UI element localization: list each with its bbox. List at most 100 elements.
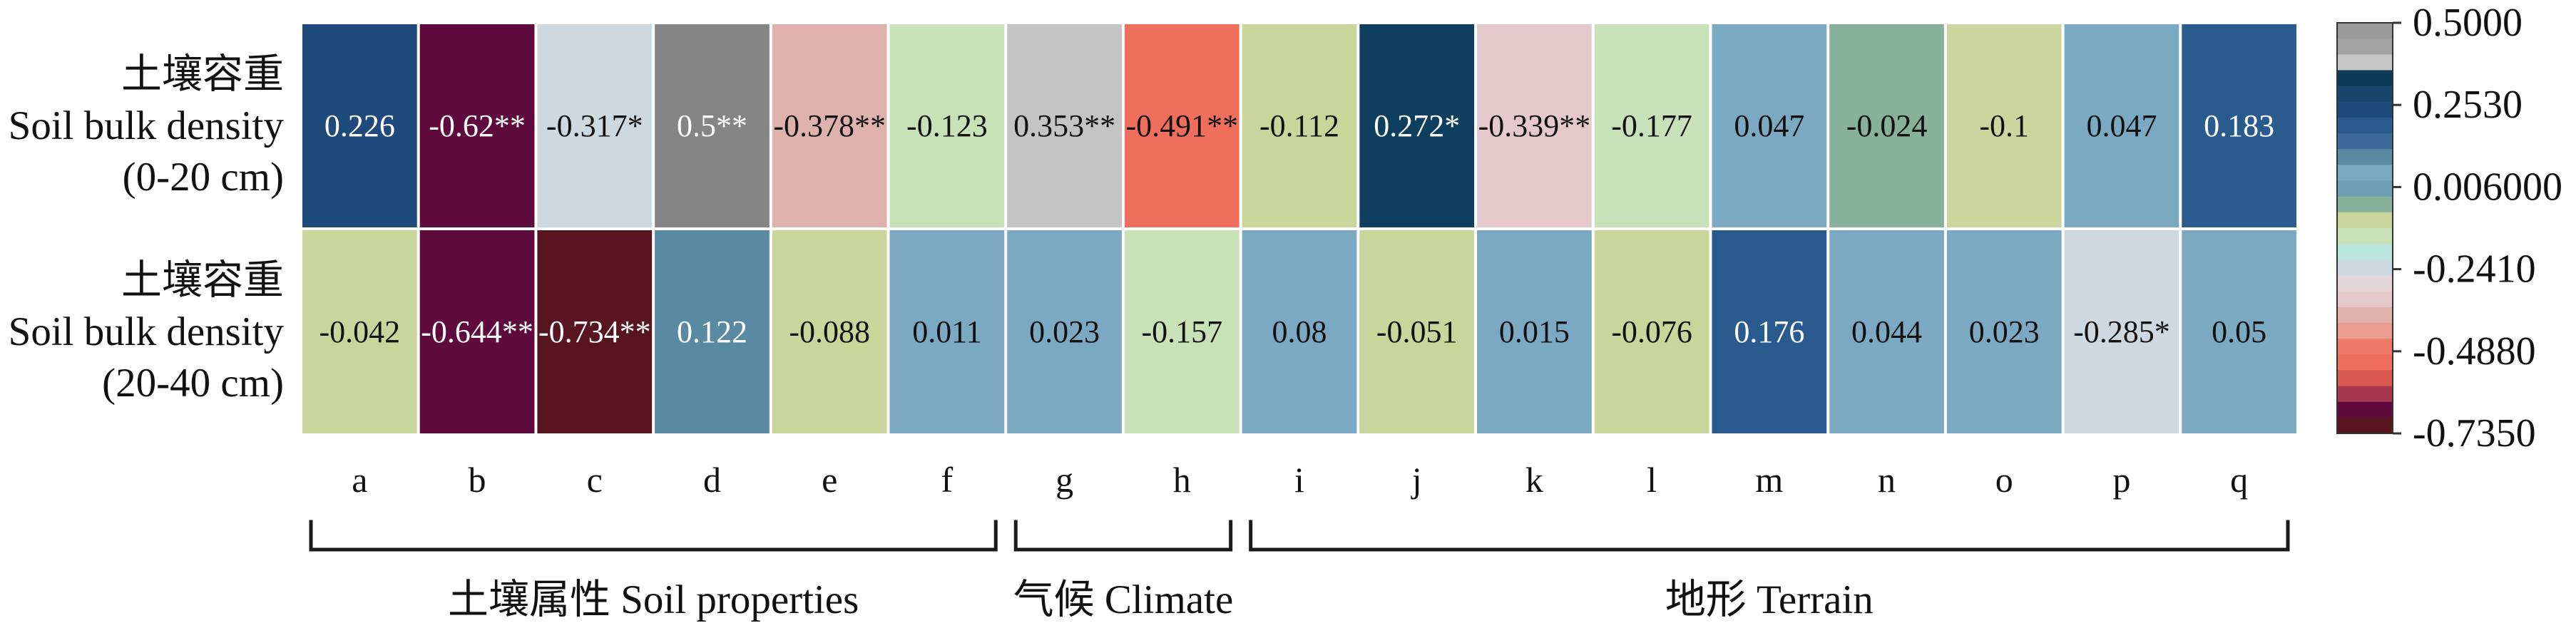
cell-value-label: -0.734** xyxy=(538,314,651,349)
cell-value-label: 0.226 xyxy=(324,108,395,143)
colorbar-band xyxy=(2337,212,2393,229)
column-label: j xyxy=(1411,460,1422,500)
colorbar-band xyxy=(2337,275,2393,292)
heatmap-cell xyxy=(1359,230,1475,433)
heatmap-cell xyxy=(772,24,887,227)
colorbar-band xyxy=(2337,117,2393,134)
heatmap-cell xyxy=(1712,24,1827,227)
colorbar-band xyxy=(2337,322,2393,339)
heatmap-cell xyxy=(1007,230,1122,433)
heatmap-cell xyxy=(889,24,1005,227)
cell-value-label: -0.339** xyxy=(1478,108,1591,143)
heatmap-cell xyxy=(302,230,417,433)
cell-value-label: -0.024 xyxy=(1846,108,1928,143)
column-label: b xyxy=(469,460,486,500)
cell-value-label: 0.047 xyxy=(2086,108,2157,143)
cell-value-label: -0.112 xyxy=(1259,108,1339,143)
heatmap-cell xyxy=(1359,24,1475,227)
group-label: 地形 Terrain xyxy=(1665,577,1874,622)
cell-value-label: -0.042 xyxy=(320,314,401,349)
cell-value-label: -0.157 xyxy=(1141,314,1222,349)
cell-value-label: -0.076 xyxy=(1611,314,1692,349)
cell-value-label: -0.088 xyxy=(789,314,870,349)
column-label: p xyxy=(2112,460,2130,500)
cell-value-label: -0.491** xyxy=(1125,108,1238,143)
colorbar-band xyxy=(2337,54,2393,71)
colorbar-band xyxy=(2337,38,2393,55)
group-bracket xyxy=(1249,520,2290,552)
cell-value-label: -0.644** xyxy=(421,314,533,349)
heatmap-cell xyxy=(537,24,653,227)
cell-value-label: -0.62** xyxy=(429,108,526,143)
colorbar-band xyxy=(2337,101,2393,118)
column-label: h xyxy=(1173,460,1191,500)
colorbar-band xyxy=(2337,86,2393,103)
row-label-line: 土壤容重 xyxy=(121,258,284,303)
group-label: 气候 Climate xyxy=(1013,577,1234,622)
heatmap-cell xyxy=(1477,24,1592,227)
column-label: i xyxy=(1294,460,1304,500)
colorbar-band xyxy=(2337,180,2393,197)
heatmap-cell xyxy=(1124,230,1240,433)
colorbar-band xyxy=(2337,307,2393,324)
cell-value-label: -0.1 xyxy=(1979,108,2029,143)
colorbar-tick-label: -0.7350 xyxy=(2413,411,2536,455)
heatmap-cell xyxy=(1477,230,1592,433)
cell-value-label: 0.08 xyxy=(1272,314,1327,349)
colorbar-band xyxy=(2337,244,2393,260)
heatmap-cell xyxy=(1712,230,1827,433)
cell-value-label: 0.5** xyxy=(677,108,747,143)
cell-value-label: -0.378** xyxy=(773,108,886,143)
column-label: k xyxy=(1525,460,1543,500)
colorbar-band xyxy=(2337,23,2393,39)
cell-value-label: 0.353** xyxy=(1013,108,1115,143)
cell-value-label: 0.183 xyxy=(2204,108,2274,143)
cell-value-label: -0.285* xyxy=(2073,314,2170,349)
heatmap-cell xyxy=(1946,230,2062,433)
group-bracket xyxy=(309,520,998,552)
colorbar-tick-label: 0.5000 xyxy=(2413,1,2523,45)
cell-value-label: 0.272* xyxy=(1374,108,1460,143)
heatmap-cell xyxy=(537,230,653,433)
heatmap-cell xyxy=(2064,24,2179,227)
heatmap-cell xyxy=(1242,230,1357,433)
heatmap-cell xyxy=(655,230,770,433)
colorbar-band xyxy=(2337,339,2393,355)
column-label: e xyxy=(822,460,837,500)
colorbar-band xyxy=(2337,133,2393,150)
column-label: q xyxy=(2230,460,2248,500)
heatmap-grid: 0.226 -0.62** -0.317* 0.5** -0.378** -0.123 0.… xyxy=(302,24,2296,433)
group-label: 土壤属性 Soil properties xyxy=(448,577,859,622)
column-label: o xyxy=(1995,460,2013,500)
cell-value-label: -0.123 xyxy=(906,108,988,143)
colorbar-tick-label: 0.2530 xyxy=(2413,83,2523,127)
column-label: l xyxy=(1647,460,1657,500)
heatmap-cell xyxy=(1594,230,1709,433)
column-label: f xyxy=(941,460,954,500)
cell-value-label: 0.122 xyxy=(677,314,747,349)
heatmap-cell xyxy=(2182,230,2296,433)
heatmap-cell xyxy=(419,230,535,433)
cell-value-label: -0.177 xyxy=(1611,108,1692,143)
colorbar-tick-label: 0.006000 xyxy=(2413,165,2562,209)
heatmap-cell xyxy=(302,24,417,227)
column-labels: a b c d e f g h i j k l m n o p q xyxy=(352,460,2248,500)
colorbar: 0.5000 0.2530 0.006000 -0.2410 -0.4880 -0.735… xyxy=(2336,1,2562,455)
colorbar-band xyxy=(2337,401,2393,418)
group-bracket xyxy=(1013,520,1233,552)
cell-value-label: 0.023 xyxy=(1969,314,2040,349)
heatmap-cell xyxy=(2064,230,2179,433)
colorbar-band xyxy=(2337,259,2393,277)
colorbar-band xyxy=(2337,165,2393,182)
heatmap-cell xyxy=(1242,24,1357,227)
row-labels: 土壤容重 Soil bulk density (0-20 cm) 土壤容重 Soil b… xyxy=(9,52,285,406)
colorbar-border xyxy=(2336,22,2393,434)
heatmap-cell xyxy=(655,24,770,227)
colorbar-band xyxy=(2337,417,2393,434)
column-label: g xyxy=(1056,460,1073,500)
column-label: a xyxy=(352,460,367,500)
cell-value-label: 0.023 xyxy=(1029,314,1100,349)
row-label-line: (0-20 cm) xyxy=(123,155,284,200)
column-label: d xyxy=(703,460,721,500)
